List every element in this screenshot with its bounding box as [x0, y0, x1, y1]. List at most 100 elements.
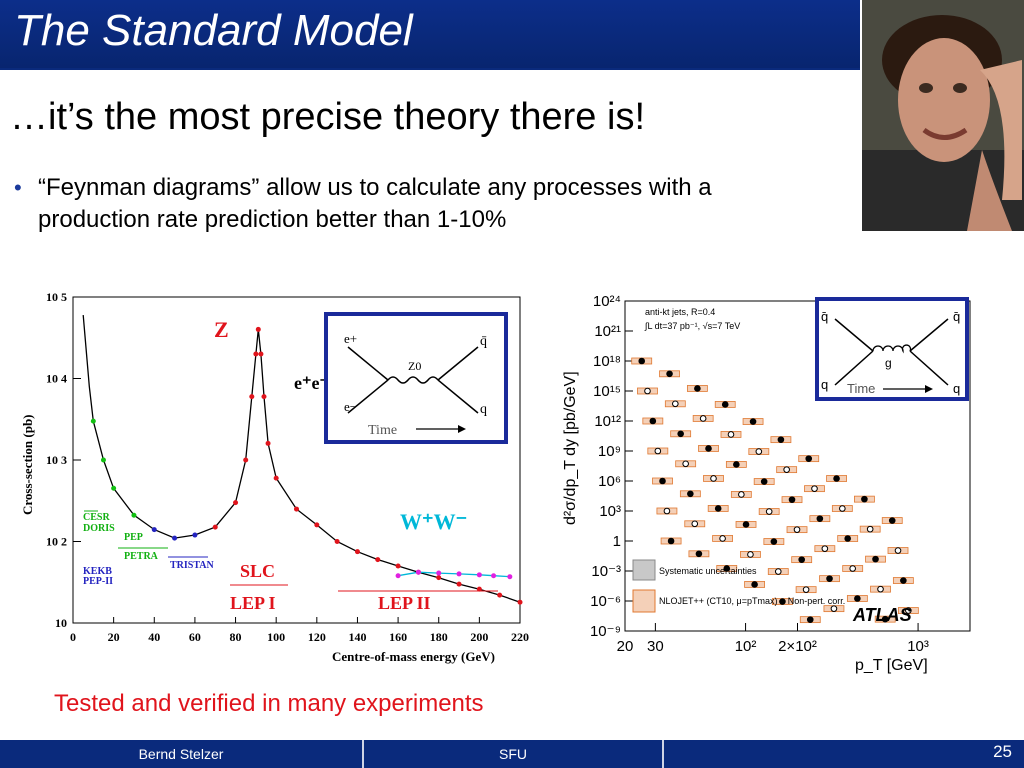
x-tick-label: 0: [70, 630, 76, 644]
data-point: [375, 557, 381, 563]
data-point: [663, 507, 671, 515]
footer-author: Bernd Stelzer: [138, 746, 224, 762]
z-peak-label: Z: [214, 317, 229, 342]
data-point: [770, 538, 778, 545]
data-point: [273, 475, 279, 481]
data-point: [877, 585, 884, 593]
y-tick-label: 10: [55, 616, 67, 630]
data-point: [760, 478, 768, 485]
data-point: [849, 565, 856, 572]
gluon-g: g: [885, 356, 892, 370]
petra-label: PETRA: [124, 551, 159, 562]
data-point: [644, 387, 651, 395]
data-point: [192, 532, 198, 538]
gluon-q-left: q: [821, 377, 828, 392]
pep-label: PEP: [124, 532, 143, 543]
x-tick-label: 160: [389, 630, 407, 644]
y-tick-label: 10¹⁸: [593, 353, 621, 370]
lep1-label: LEP I: [230, 593, 276, 613]
x-tick-label: 20: [617, 638, 634, 655]
data-point: [497, 592, 503, 598]
data-point: [755, 448, 763, 455]
inset-boson: Z0: [408, 359, 421, 373]
inset-e-plus: e+: [344, 331, 357, 346]
x-tick-label: 200: [470, 630, 488, 644]
x-tick-label: 180: [430, 630, 448, 644]
data-point: [233, 500, 239, 506]
x-axis-label: Centre-of-mass energy (GeV): [332, 649, 495, 664]
data-point: [517, 599, 523, 605]
data-point: [806, 616, 814, 623]
y-tick-label: 10 3: [46, 453, 67, 467]
data-point: [826, 575, 833, 582]
data-point: [294, 506, 299, 512]
y-tick-label: 10⁶: [598, 473, 621, 490]
bullet-text: “Feynman diagrams” allow us to calculate…: [38, 174, 712, 233]
y-tick-label: 10 5: [46, 290, 67, 304]
footer-divider: [662, 740, 664, 768]
data-point: [131, 512, 137, 518]
y-tick-label: 10 2: [46, 535, 67, 549]
data-point: [721, 401, 729, 408]
ww-data-point: [436, 570, 442, 576]
x-tick-label: 10³: [907, 638, 929, 655]
data-point: [805, 455, 813, 462]
data-point: [659, 477, 666, 485]
slc-label: SLC: [240, 561, 275, 581]
data-point: [765, 508, 773, 515]
y-tick-label: 10²¹: [594, 323, 621, 340]
y-tick-label: 1: [613, 533, 621, 550]
y-tick-label: 10⁻³: [591, 563, 621, 580]
slide-title: The Standard Model: [14, 6, 413, 55]
data-point: [844, 535, 851, 542]
ww-data-point: [507, 574, 513, 580]
data-point: [719, 535, 726, 542]
data-point: [265, 440, 271, 446]
portrait-photo: [862, 0, 1024, 231]
data-point: [866, 525, 874, 533]
data-point: [395, 563, 401, 569]
y-axis-label: d²σ/dp_T dy [pb/GeV]: [562, 371, 579, 525]
feynman-inset-z: e+ e− Z0 q̄ q Time: [324, 312, 508, 444]
data-point: [456, 581, 462, 587]
data-point: [672, 400, 679, 408]
data-point: [476, 586, 482, 592]
data-point: [727, 431, 735, 438]
data-point: [861, 495, 868, 503]
gluon-qbar-right: q̄: [953, 309, 960, 324]
data-point: [714, 505, 722, 512]
data-point: [811, 485, 818, 492]
x-tick-label: 140: [348, 630, 366, 644]
info-line-2: ∫L dt=37 pb⁻¹, √s=7 TeV: [644, 321, 740, 331]
footer-divider: [362, 740, 364, 768]
data-point: [830, 605, 838, 612]
lep2-label: LEP II: [378, 593, 431, 613]
data-point: [749, 418, 757, 425]
data-point: [654, 447, 662, 455]
data-point: [839, 505, 846, 512]
data-point: [747, 551, 754, 558]
data-point: [798, 556, 805, 563]
data-point: [258, 351, 264, 357]
gluon-time: Time: [847, 381, 875, 396]
title-divider: [0, 68, 860, 70]
info-line-1: anti-kt jets, R=0.4: [645, 307, 715, 317]
x-tick-label: 10²: [735, 638, 757, 655]
data-point: [710, 475, 717, 482]
data-point: [900, 577, 907, 584]
bullet-icon: •: [14, 175, 22, 200]
inset-q: q: [480, 402, 487, 417]
ww-data-point: [491, 573, 497, 579]
data-point: [638, 357, 646, 365]
data-point: [261, 394, 267, 400]
data-point: [854, 595, 861, 602]
data-point: [354, 549, 360, 555]
y-tick-label: 10 4: [46, 372, 67, 386]
gluon-q-right: q: [953, 381, 960, 396]
ww-data-point: [456, 571, 462, 577]
data-point: [738, 491, 745, 498]
page-number: 25: [993, 742, 1012, 761]
legend-systematic: Systematic uncertainties: [659, 566, 757, 576]
ww-data-point: [415, 569, 421, 575]
title-bar: The Standard Model: [0, 0, 860, 68]
